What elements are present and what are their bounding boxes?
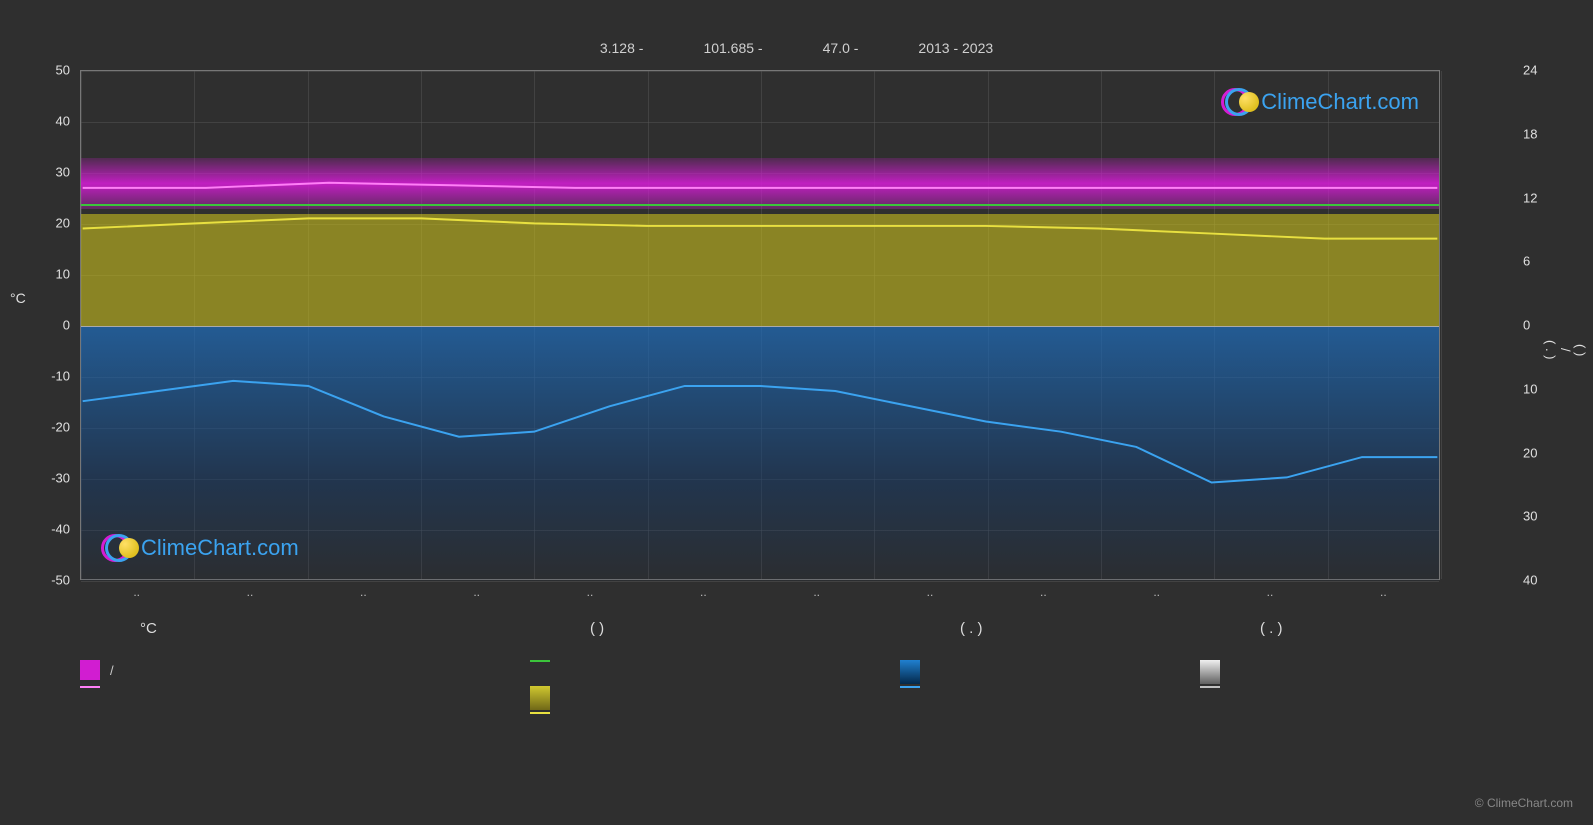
y-tick-left: 40: [56, 114, 70, 129]
y-tick-left: -20: [51, 420, 70, 435]
header-elev: 47.0 -: [823, 40, 859, 56]
y-axis-right-label: ( ) / ( . ): [1543, 200, 1588, 500]
legend-swatch: [80, 660, 100, 680]
legend-item: [1200, 660, 1230, 684]
legend-item: [900, 660, 930, 684]
y-tick-left: 10: [56, 267, 70, 282]
legend-swatch: [1200, 660, 1220, 684]
y-tick-right: 6: [1523, 254, 1530, 269]
y-tick-right: 12: [1523, 190, 1537, 205]
legend-item: [530, 660, 560, 662]
legend-swatch: [1200, 686, 1220, 688]
y-tick-left: -10: [51, 369, 70, 384]
legend-item: [80, 686, 110, 688]
y-tick-right: 10: [1523, 381, 1537, 396]
y-tick-left: 50: [56, 63, 70, 78]
legend-swatch: [530, 686, 550, 710]
legend-item: [530, 712, 560, 714]
y-tick-left: 30: [56, 165, 70, 180]
x-tick: ..: [587, 585, 594, 599]
header-lat: 3.128 -: [600, 40, 644, 56]
watermark-top: ClimeChart.com: [1221, 86, 1419, 118]
legend-item: [900, 686, 930, 688]
y-tick-left: -40: [51, 522, 70, 537]
copyright: © ClimeChart.com: [1475, 796, 1573, 810]
watermark-bottom: ClimeChart.com: [101, 532, 299, 564]
x-tick: ..: [473, 585, 480, 599]
y-tick-right: 0: [1523, 318, 1530, 333]
x-tick: ..: [1153, 585, 1160, 599]
x-tick: ..: [813, 585, 820, 599]
y-tick-right: 20: [1523, 445, 1537, 460]
header-lon: 101.685 -: [703, 40, 762, 56]
y-tick-left: -50: [51, 573, 70, 588]
x-tick: ..: [133, 585, 140, 599]
y-tick-right: 30: [1523, 509, 1537, 524]
x-tick: ..: [927, 585, 934, 599]
header-years: 2013 - 2023: [918, 40, 993, 56]
chart-header: 3.128 - 101.685 - 47.0 - 2013 - 2023: [0, 40, 1593, 56]
legend: °C( )( . )( . ) /: [60, 620, 1520, 712]
y-tick-left: 20: [56, 216, 70, 231]
x-tick: ..: [1380, 585, 1387, 599]
x-tick: ..: [1040, 585, 1047, 599]
legend-item: /: [80, 660, 114, 680]
legend-label: /: [110, 663, 114, 678]
temp-band: [81, 158, 1439, 209]
x-tick: ..: [700, 585, 707, 599]
legend-item: [1200, 686, 1230, 688]
comfort-line: [81, 204, 1439, 206]
x-tick: ..: [247, 585, 254, 599]
logo-icon: [101, 532, 133, 564]
legend-swatch: [900, 686, 920, 688]
y-axis-left: 50403020100-10-20-30-40-50: [30, 70, 70, 580]
legend-swatch: [530, 660, 550, 662]
y-tick-left: -30: [51, 471, 70, 486]
x-tick: ..: [360, 585, 367, 599]
y-tick-left: 0: [63, 318, 70, 333]
y-axis-left-label: °C: [10, 290, 26, 306]
legend-swatch: [80, 686, 100, 688]
y-tick-right: 40: [1523, 573, 1537, 588]
legend-items: /: [60, 632, 1520, 712]
x-axis: ........................: [80, 585, 1440, 605]
y-tick-right: 18: [1523, 126, 1537, 141]
legend-swatch: [900, 660, 920, 684]
legend-item: [530, 686, 560, 710]
sun-band: [81, 214, 1439, 326]
y-tick-right: 24: [1523, 63, 1537, 78]
zero-line: [81, 326, 1439, 327]
logo-icon: [1221, 86, 1253, 118]
x-tick: ..: [1267, 585, 1274, 599]
plot-area: ClimeChart.com ClimeChart.com: [80, 70, 1440, 580]
legend-swatch: [530, 712, 550, 714]
